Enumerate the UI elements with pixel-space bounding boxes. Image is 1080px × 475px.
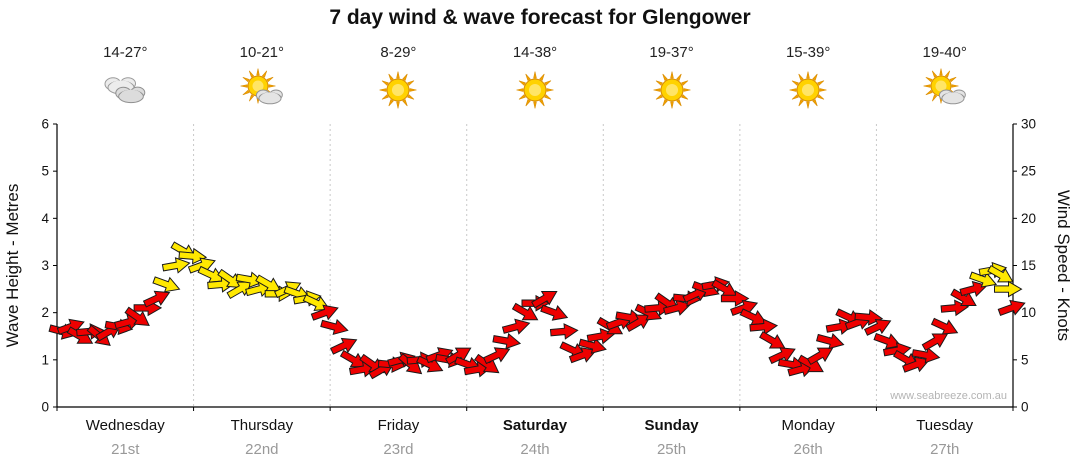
wind-arrow [730, 299, 759, 316]
wind-arrow [959, 280, 988, 298]
day-name: Wednesday [85, 417, 165, 434]
day-temp-range: 19-37° [649, 44, 694, 61]
day-date: 21st [111, 441, 140, 458]
wind-arrow [330, 337, 358, 355]
wind-arrow [854, 309, 884, 326]
day-temp-range: 8-29° [380, 44, 417, 61]
wind-arrow [217, 268, 243, 289]
chart-title: 7 day wind & wave forecast for Glengower [329, 6, 751, 29]
wind-arrow [806, 347, 834, 366]
wind-arrow [320, 318, 349, 336]
day-date: 22nd [245, 441, 279, 458]
right-tick-label: 15 [1021, 258, 1036, 273]
wind-arrow [178, 247, 208, 265]
wind-arrow [444, 347, 472, 366]
wind-arrow [873, 332, 902, 350]
wind-arrow [816, 333, 845, 350]
day-date: 24th [520, 441, 550, 458]
day-temp-range: 14-27° [103, 44, 148, 61]
day-date: 27th [930, 441, 960, 458]
right-tick-label: 10 [1021, 305, 1036, 320]
left-tick-label: 6 [41, 117, 49, 132]
wind-arrow [310, 304, 339, 321]
day-temp-range: 19-40° [922, 44, 967, 61]
day-name: Saturday [502, 417, 568, 434]
right-axis-label: Wind Speed - Knots [1054, 190, 1073, 341]
wind-arrow [768, 347, 796, 365]
wind-arrow [930, 317, 959, 335]
wind-arrow [864, 319, 892, 336]
wind-arrow [540, 304, 569, 321]
left-axis-label: Wave Height - Metres [3, 184, 22, 348]
wind-arrow [302, 294, 331, 311]
wind-arrow [663, 299, 692, 316]
day-date: 23rd [383, 441, 414, 458]
wind-arrow [483, 347, 511, 365]
wind-arrow [152, 276, 181, 293]
wind-arrow [568, 347, 597, 364]
weather-sunny-icon [780, 66, 836, 114]
wind-arrow [531, 290, 558, 309]
right-tick-label: 25 [1021, 164, 1036, 179]
wind-arrow [187, 257, 216, 274]
day-temp-range: 15-39° [785, 44, 831, 61]
day-temp-range: 14-38° [512, 44, 558, 61]
left-tick-label: 3 [41, 258, 49, 273]
wind-arrow [235, 271, 265, 288]
right-tick-label: 5 [1021, 352, 1029, 367]
left-tick-label: 1 [41, 352, 49, 367]
wind-arrow [902, 356, 931, 373]
wind-arrow [950, 288, 977, 307]
wind-arrow [969, 271, 998, 288]
wind-arrow [759, 331, 786, 349]
wind-arrow [501, 318, 531, 335]
right-tick-label: 0 [1021, 400, 1029, 415]
wind-arrow [511, 302, 539, 321]
day-name: Monday [781, 417, 835, 434]
wind-arrow [578, 337, 607, 354]
weather-partly-sunny-icon [917, 66, 973, 114]
right-tick-label: 30 [1021, 117, 1036, 132]
day-name: Tuesday [916, 417, 974, 434]
day-name: Friday [377, 417, 420, 434]
wind-arrow [987, 264, 1014, 283]
wind-arrow [625, 314, 652, 333]
day-name: Sunday [644, 417, 699, 434]
wind-arrow [749, 318, 779, 336]
day-temp-range: 10-21° [239, 44, 285, 61]
wind-arrow [124, 306, 150, 327]
weather-sunny-icon [507, 66, 563, 114]
wind-arrow [921, 333, 949, 351]
watermark: www.seabreeze.com.au [889, 390, 1007, 402]
left-tick-label: 4 [41, 211, 49, 226]
wind-arrow [720, 290, 750, 307]
wind-arrow [142, 290, 171, 308]
day-date: 25th [656, 441, 687, 458]
weather-sunny-icon [370, 66, 426, 114]
weather-cloudy-icon [97, 66, 153, 114]
wind-arrow [994, 280, 1023, 298]
left-tick-label: 5 [41, 164, 49, 179]
day-name: Thursday [230, 417, 294, 434]
left-tick-label: 2 [41, 305, 49, 320]
wind-arrow [911, 346, 941, 364]
wind-arrow [997, 299, 1026, 316]
left-tick-label: 0 [41, 400, 49, 415]
weather-sunny-icon [644, 66, 700, 114]
wind-arrow [549, 323, 579, 340]
weather-partly-sunny-icon [234, 66, 290, 114]
wind-arrow [161, 257, 191, 274]
day-date: 26th [793, 441, 823, 458]
wind-arrow [492, 332, 522, 350]
right-tick-label: 20 [1021, 211, 1036, 226]
